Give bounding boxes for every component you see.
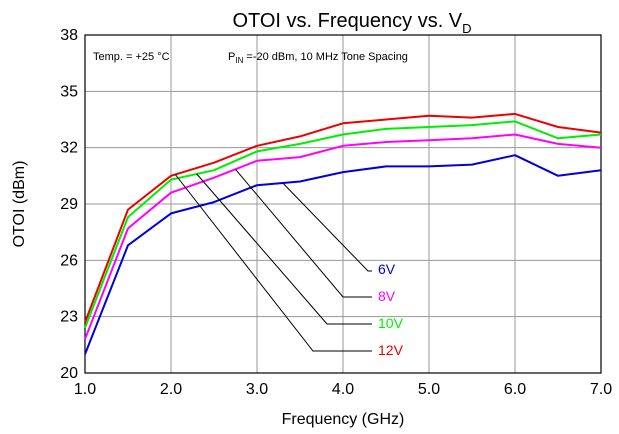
y-tick-label: 20 [60,365,78,382]
leader-line [282,182,372,272]
y-axis-label: OTOI (dBm) [11,161,28,248]
chart-title-main: OTOI vs. Frequency vs. V [232,10,462,32]
legend-leader-lines [174,168,372,352]
series-line-6v [84,154,602,355]
y-tick-label: 26 [60,252,78,269]
x-tick-label: 2.0 [160,381,182,398]
x-tick-label: 4.0 [332,381,354,398]
temperature-annotation: Temp. = +25 °C [93,51,170,63]
pin-annotation-prefix: P [228,51,235,63]
series-layer [84,112,602,355]
chart-title-subscript: D [462,21,471,36]
x-tick-label: 3.0 [246,381,268,398]
y-tick-label: 35 [60,83,78,100]
legend-label-6v: 6V [378,261,396,277]
y-tick-labels: 20 23 26 29 32 35 38 [60,27,78,382]
leader-line [235,168,372,298]
series-line-8v [84,133,602,340]
x-tick-label: 5.0 [418,381,440,398]
y-tick-label: 23 [60,309,78,326]
x-tick-label: 6.0 [504,381,526,398]
series-line-12v [84,112,602,323]
leader-line [196,173,372,325]
y-tick-label: 29 [60,196,78,213]
y-tick-label: 38 [60,27,78,44]
legend-label-8v: 8V [378,288,396,304]
pin-annotation-suffix: =-20 dBm, 10 MHz Tone Spacing [243,51,408,63]
legend-label-10v: 10V [378,315,404,331]
pin-annotation: PIN =-20 dBm, 10 MHz Tone Spacing [228,51,408,65]
x-tick-label: 1.0 [74,381,96,398]
x-tick-label: 7.0 [590,381,612,398]
pin-annotation-subscript: IN [235,56,243,65]
leader-line [174,174,372,352]
chart-title: OTOI vs. Frequency vs. VD [232,10,471,36]
grid [85,35,601,373]
y-tick-label: 32 [60,140,78,157]
x-tick-labels: 1.0 2.0 3.0 4.0 5.0 6.0 7.0 [74,381,612,398]
legend-label-12v: 12V [378,342,404,358]
x-axis-label: Frequency (GHz) [282,411,405,428]
plot-frame [84,34,602,374]
series-line-10v [84,120,602,329]
